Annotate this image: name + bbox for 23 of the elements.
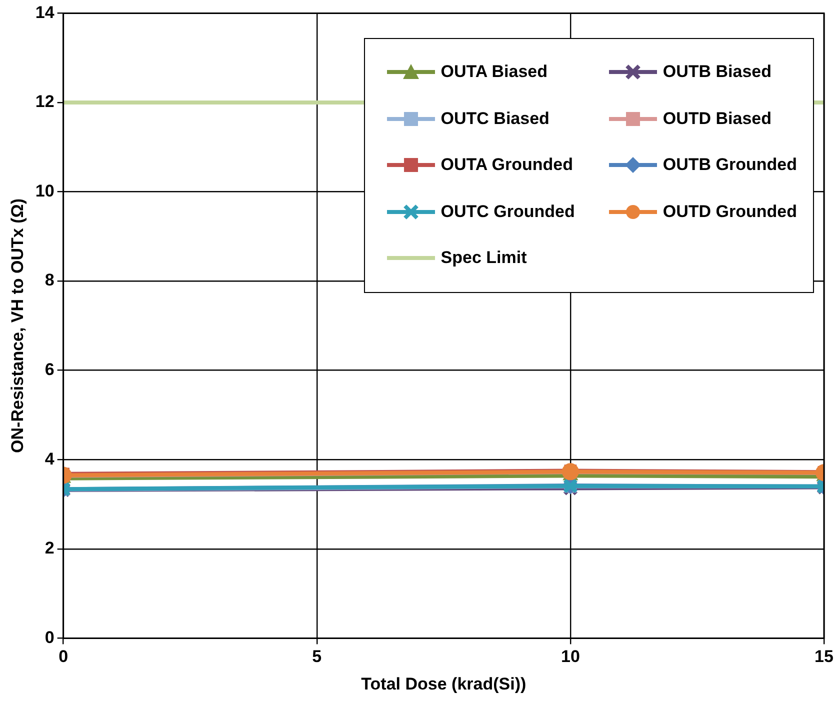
legend-label: OUTB Biased [662,62,772,82]
legend-label: OUTC Biased [440,108,550,129]
legend-label: OUTB Grounded [662,155,797,176]
x-tick-label: 15 [814,647,834,666]
y-tick-label: 12 [35,92,54,112]
y-tick-label: 0 [44,628,54,647]
y-tick-label: 14 [35,2,55,22]
y-tick-label: 8 [44,270,54,290]
y-tick-label: 6 [44,360,54,380]
y-axis-title: ON-Resistance, VH to OUTx (Ω) [8,198,27,453]
legend-label: OUTD Biased [662,108,772,129]
x-tick-label: 0 [58,647,68,666]
x-tick-label: 10 [560,647,580,666]
legend-label: OUTC Grounded [440,202,575,222]
legend-label: Spec Limit [440,248,527,268]
x-axis-title: Total Dose (krad(Si)) [361,674,526,694]
legend-label: OUTD Grounded [662,202,797,222]
y-tick-label: 4 [44,449,55,468]
x-tick-label: 5 [312,647,322,666]
legend-label: OUTA Grounded [440,155,573,176]
y-tick-label: 10 [35,181,54,200]
legend-label: OUTA Biased [440,62,548,82]
y-tick-label: 2 [44,538,54,558]
